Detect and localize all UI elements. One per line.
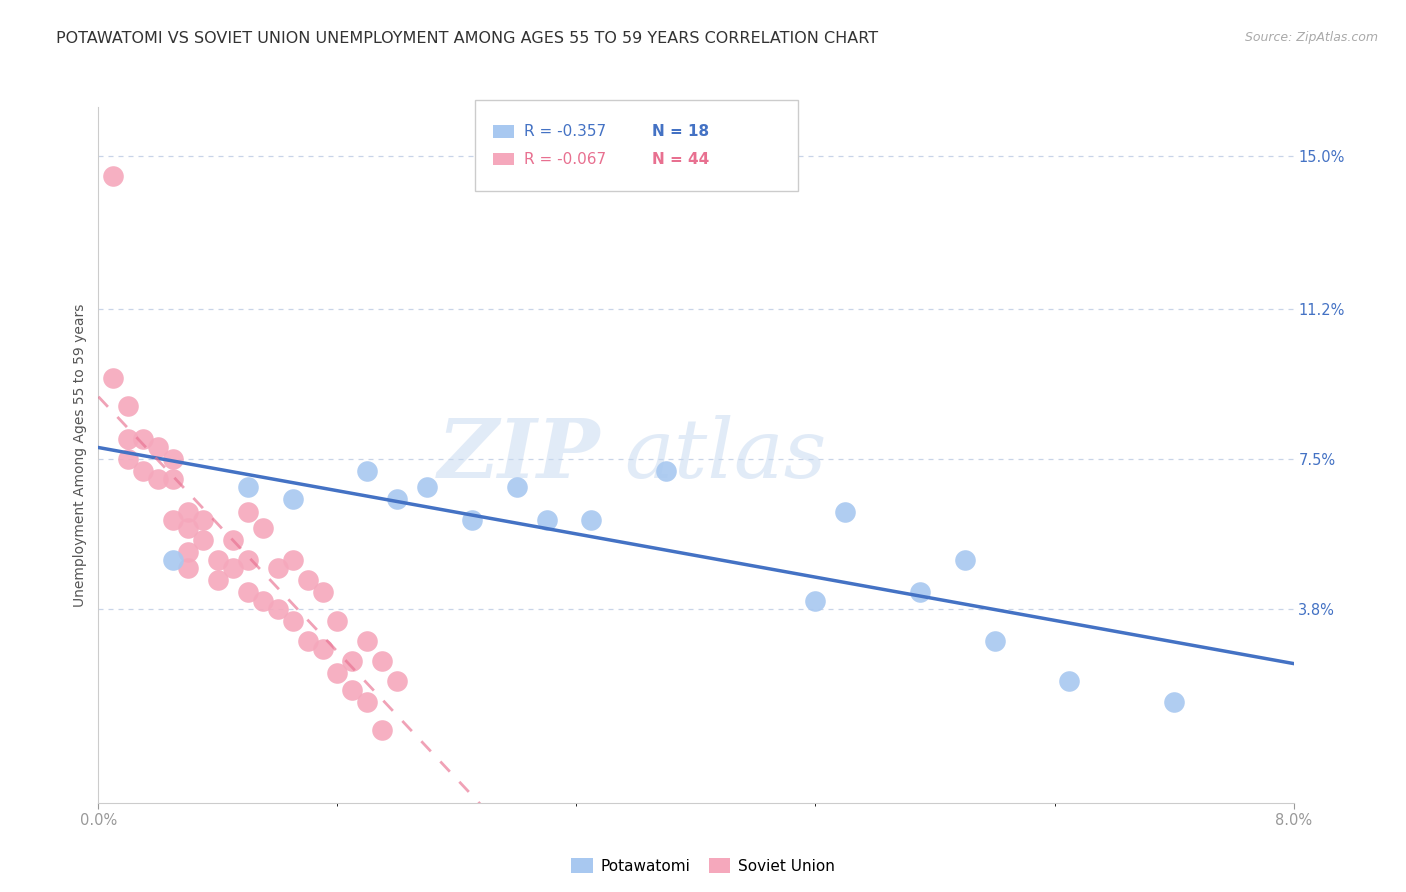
Point bbox=[1163, 695, 1185, 709]
Point bbox=[103, 169, 125, 183]
Point bbox=[162, 472, 184, 486]
Point bbox=[117, 452, 139, 467]
Point bbox=[326, 614, 349, 628]
Text: Source: ZipAtlas.com: Source: ZipAtlas.com bbox=[1244, 31, 1378, 45]
Point bbox=[148, 440, 170, 454]
Text: POTAWATOMI VS SOVIET UNION UNEMPLOYMENT AMONG AGES 55 TO 59 YEARS CORRELATION CH: POTAWATOMI VS SOVIET UNION UNEMPLOYMENT … bbox=[56, 31, 879, 46]
Text: atlas: atlas bbox=[624, 415, 827, 495]
Point bbox=[953, 553, 976, 567]
Point bbox=[177, 521, 200, 535]
Point bbox=[177, 561, 200, 575]
Point bbox=[132, 432, 155, 446]
Point bbox=[342, 682, 364, 697]
Point bbox=[117, 432, 139, 446]
Point bbox=[1059, 674, 1081, 689]
Point bbox=[191, 533, 214, 547]
Point bbox=[326, 666, 349, 681]
Point bbox=[371, 654, 394, 668]
Point bbox=[908, 585, 931, 599]
Point bbox=[385, 492, 409, 507]
Text: ZIP: ZIP bbox=[437, 415, 600, 495]
Point bbox=[983, 634, 1005, 648]
Point bbox=[281, 553, 304, 567]
Point bbox=[311, 585, 333, 599]
Point bbox=[162, 452, 184, 467]
Point bbox=[581, 513, 603, 527]
Point bbox=[356, 695, 378, 709]
Point bbox=[536, 513, 558, 527]
Text: N = 18: N = 18 bbox=[652, 124, 709, 139]
Point bbox=[207, 553, 229, 567]
Point bbox=[311, 642, 333, 657]
Point bbox=[162, 553, 184, 567]
Text: R = -0.357: R = -0.357 bbox=[524, 124, 606, 139]
Legend: Potawatomi, Soviet Union: Potawatomi, Soviet Union bbox=[565, 852, 841, 880]
Point bbox=[267, 601, 290, 615]
Text: N = 44: N = 44 bbox=[652, 152, 709, 167]
Point bbox=[297, 574, 319, 588]
Text: R = -0.067: R = -0.067 bbox=[524, 152, 606, 167]
Point bbox=[103, 371, 125, 385]
Point bbox=[834, 504, 856, 518]
Point bbox=[297, 634, 319, 648]
Point bbox=[416, 480, 439, 494]
Point bbox=[804, 593, 827, 607]
Point bbox=[267, 561, 290, 575]
Point bbox=[252, 521, 274, 535]
FancyBboxPatch shape bbox=[494, 153, 515, 166]
Point bbox=[356, 464, 378, 478]
Point bbox=[506, 480, 529, 494]
Point bbox=[117, 400, 139, 414]
Point bbox=[191, 513, 214, 527]
Point bbox=[385, 674, 409, 689]
Point bbox=[236, 480, 259, 494]
Point bbox=[281, 614, 304, 628]
Point bbox=[236, 504, 259, 518]
Point bbox=[356, 634, 378, 648]
Point bbox=[236, 553, 259, 567]
FancyBboxPatch shape bbox=[494, 125, 515, 137]
Point bbox=[461, 513, 484, 527]
Point bbox=[655, 464, 678, 478]
Point bbox=[236, 585, 259, 599]
Point bbox=[177, 504, 200, 518]
Point bbox=[222, 561, 245, 575]
Y-axis label: Unemployment Among Ages 55 to 59 years: Unemployment Among Ages 55 to 59 years bbox=[73, 303, 87, 607]
FancyBboxPatch shape bbox=[475, 100, 797, 191]
Point bbox=[281, 492, 304, 507]
Point bbox=[177, 545, 200, 559]
Point bbox=[342, 654, 364, 668]
Point bbox=[371, 723, 394, 737]
Point bbox=[252, 593, 274, 607]
Point bbox=[207, 574, 229, 588]
Point bbox=[162, 513, 184, 527]
Point bbox=[132, 464, 155, 478]
Point bbox=[148, 472, 170, 486]
Point bbox=[222, 533, 245, 547]
